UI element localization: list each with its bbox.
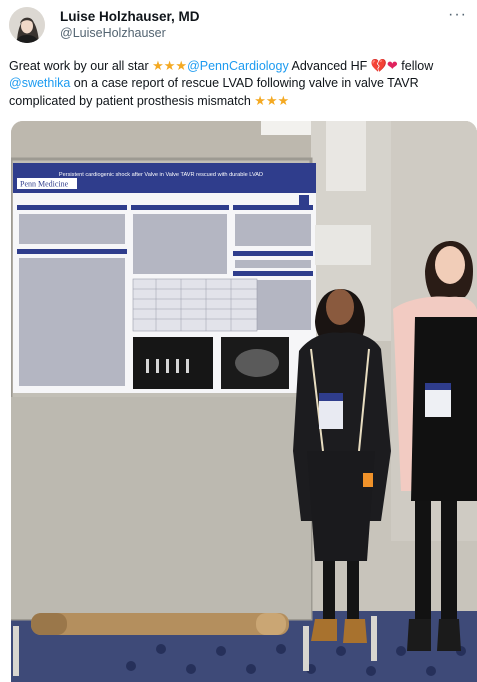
poster-title: Persistent cardiogenic shock after Valve… <box>59 172 263 178</box>
heart-emoji-icon: 💔❤ <box>370 58 398 73</box>
mention-swethika-link[interactable]: @swethika <box>9 76 71 90</box>
more-options-icon[interactable]: ··· <box>448 6 467 23</box>
tweet-text: Great work by our all star ★★★@PennCardi… <box>9 57 471 110</box>
tweet-text-part: Advanced HF <box>288 59 371 73</box>
tweet-photo[interactable]: Persistent cardiogenic shock after Valve… <box>11 121 477 682</box>
tweet-text-part: fellow <box>397 59 434 73</box>
mention-penn-cardiology-link[interactable]: @PennCardiology <box>187 59 289 73</box>
tweet-text-part: Great work by our all star <box>9 59 153 73</box>
tweet-text-part: on a case report of rescue LVAD followin… <box>9 76 419 108</box>
star-emoji-icon: ★★★ <box>152 58 188 73</box>
star-emoji-icon: ★★★ <box>254 93 290 108</box>
author-name[interactable]: Luise Holzhauser, MD <box>60 9 200 24</box>
author-avatar[interactable] <box>9 7 45 43</box>
author-handle[interactable]: @LuiseHolzhauser <box>60 26 166 40</box>
conference-photo-image: Persistent cardiogenic shock after Valve… <box>11 121 477 682</box>
profile-photo-icon <box>9 7 45 43</box>
poster-org: Penn Medicine <box>20 180 69 189</box>
